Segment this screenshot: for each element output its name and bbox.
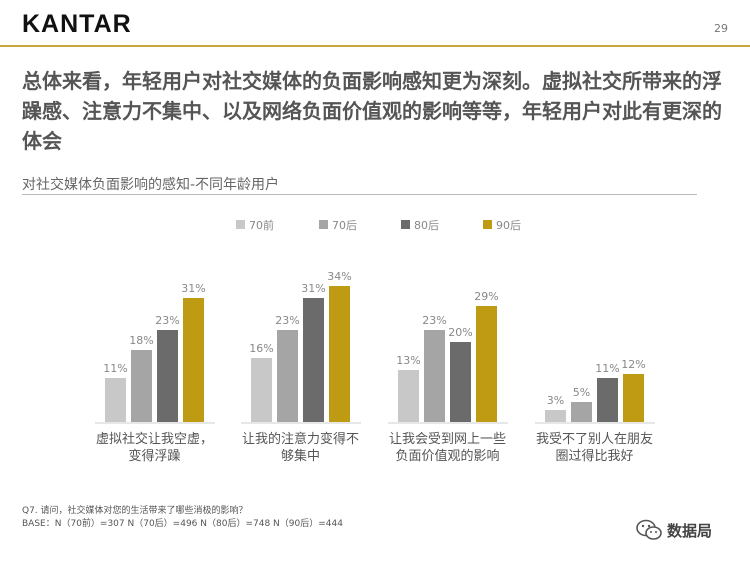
- category-label: 我受不了别人在朋友: [536, 431, 653, 447]
- wechat-watermark: 数据局: [636, 519, 712, 541]
- data-label: 11%: [103, 362, 127, 375]
- bar: [476, 306, 497, 422]
- footnote-base: BASE：N（70前）=307 N（70后）=496 N（80后）=748 N（…: [22, 519, 343, 529]
- bar: [398, 370, 419, 422]
- data-label: 34%: [327, 270, 351, 283]
- legend-swatch-2: [401, 220, 410, 229]
- footnote-question: Q7. 请问，社交媒体对您的生活带来了哪些消极的影响？: [22, 506, 248, 516]
- bar-chart: 70前 70后 80后 90后11%18%23%31%虚拟社交让我空虚，变得浮躁16%…: [95, 218, 655, 464]
- data-label: 3%: [547, 394, 564, 407]
- subtitle-underline: [22, 194, 697, 195]
- bar: [545, 410, 566, 422]
- legend-label-0: 70前: [249, 218, 274, 232]
- data-label: 12%: [621, 358, 645, 371]
- bar: [131, 350, 152, 422]
- data-label: 20%: [448, 326, 472, 339]
- data-label: 16%: [249, 342, 273, 355]
- category-label: 够集中: [281, 448, 320, 464]
- bar: [424, 330, 445, 422]
- data-label: 29%: [474, 290, 498, 303]
- category-label: 虚拟社交让我空虚，: [96, 431, 213, 447]
- data-label: 5%: [573, 386, 590, 399]
- bar: [251, 358, 272, 422]
- bar: [303, 298, 324, 422]
- category-label: 让我的注意力变得不: [242, 431, 359, 447]
- bar: [277, 330, 298, 422]
- page-headline: 总体来看，年轻用户对社交媒体的负面影响感知更为深刻。虚拟社交所带来的浮躁感、注意…: [22, 69, 722, 153]
- legend-label-2: 80后: [414, 219, 439, 232]
- legend-swatch-1: [319, 220, 328, 229]
- watermark-text: 数据局: [667, 521, 713, 540]
- data-label: 23%: [155, 314, 179, 327]
- category-label: 圈过得比我好: [555, 448, 633, 464]
- bar: [183, 298, 204, 422]
- chart-subtitle: 对社交媒体负面影响的感知-不同年龄用户: [22, 177, 280, 193]
- footnote: Q7. 请问，社交媒体对您的生活带来了哪些消极的影响？ BASE：N（70前）=…: [22, 505, 343, 531]
- data-label: 11%: [595, 362, 619, 375]
- page-number: 29: [714, 22, 728, 35]
- data-label: 18%: [129, 334, 153, 347]
- category-label: 负面价值观的影响: [395, 448, 499, 464]
- bar: [623, 374, 644, 422]
- data-label: 23%: [422, 314, 446, 327]
- legend-swatch-0: [236, 220, 245, 229]
- data-label: 31%: [301, 282, 325, 295]
- bar: [329, 286, 350, 422]
- category-label: 变得浮躁: [128, 448, 180, 464]
- legend-label-1: 70后: [332, 219, 357, 232]
- bar: [105, 378, 126, 422]
- bar: [597, 378, 618, 422]
- bar: [571, 402, 592, 422]
- data-label: 31%: [181, 282, 205, 295]
- data-label: 13%: [396, 354, 420, 367]
- wechat-icon: [636, 519, 662, 540]
- header-divider: [0, 45, 750, 47]
- category-label: 让我会受到网上一些: [389, 432, 506, 447]
- kantar-logo: KANTAR: [22, 10, 132, 38]
- bar: [450, 342, 471, 422]
- bar: [157, 330, 178, 422]
- data-label: 23%: [275, 314, 299, 327]
- legend-label-3: 90后: [496, 219, 521, 232]
- legend-swatch-3: [483, 220, 492, 229]
